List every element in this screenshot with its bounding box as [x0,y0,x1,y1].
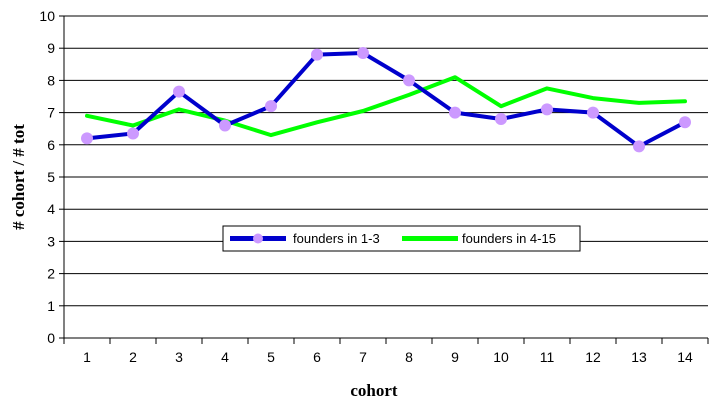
x-tick-label: 1 [83,349,91,365]
series-line-2 [85,75,687,138]
legend-marker-series-1 [253,233,263,244]
legend: founders in 1-3 founders in 4-15 [222,225,581,252]
x-tick-label: 3 [175,349,183,365]
series-1-point [495,113,507,126]
y-axis-title: # cohort / # tot [9,124,28,230]
x-tick-label: 12 [585,349,601,365]
series-1-point [633,140,645,153]
series-1-point [357,47,369,60]
series-1-point [265,100,277,113]
x-tick-label: 9 [451,349,459,365]
series-1-point [449,106,461,119]
x-tick-label: 10 [493,349,509,365]
series-1-point [587,106,599,119]
y-tick-label: 5 [47,169,55,185]
series-1-point [219,119,231,132]
series-1-point [311,48,323,61]
series-1-point [541,103,553,116]
y-tick-label: 7 [47,105,55,121]
y-tick-label: 0 [47,330,55,346]
x-tick-label: 2 [129,349,137,365]
series-1-point [403,74,415,87]
x-tick-label: 7 [359,349,367,365]
y-tick-label: 2 [47,266,55,282]
series [81,47,691,153]
y-tick-label: 3 [47,233,55,249]
x-tick-label: 13 [631,349,647,365]
y-tick-labels: 0 1 2 3 4 5 6 7 8 9 10 [39,8,55,346]
x-tick-label: 8 [405,349,413,365]
axes [59,15,709,344]
y-tick-label: 4 [47,201,55,217]
series-line-1 [85,51,687,149]
series-1-point [127,127,139,140]
x-tick-label: 14 [677,349,693,365]
x-tick-labels: 1 2 3 4 5 6 7 8 9 10 11 12 13 14 [83,349,693,365]
series-1-point [679,116,691,129]
gridlines [64,15,708,307]
y-tick-label: 1 [47,298,55,314]
series-1-point [173,85,185,98]
legend-label-series-2: founders in 4-15 [462,231,556,246]
x-tick-label: 6 [313,349,321,365]
x-tick-label: 4 [221,349,229,365]
series-1-point [81,132,93,145]
x-tick-label: 5 [267,349,275,365]
y-tick-label: 6 [47,137,55,153]
legend-label-series-1: founders in 1-3 [293,231,380,246]
y-tick-label: 8 [47,72,55,88]
x-axis-title: cohort [350,381,398,400]
x-tick-label: 11 [540,349,555,365]
y-tick-label: 10 [39,8,55,24]
y-tick-label: 9 [47,40,55,56]
